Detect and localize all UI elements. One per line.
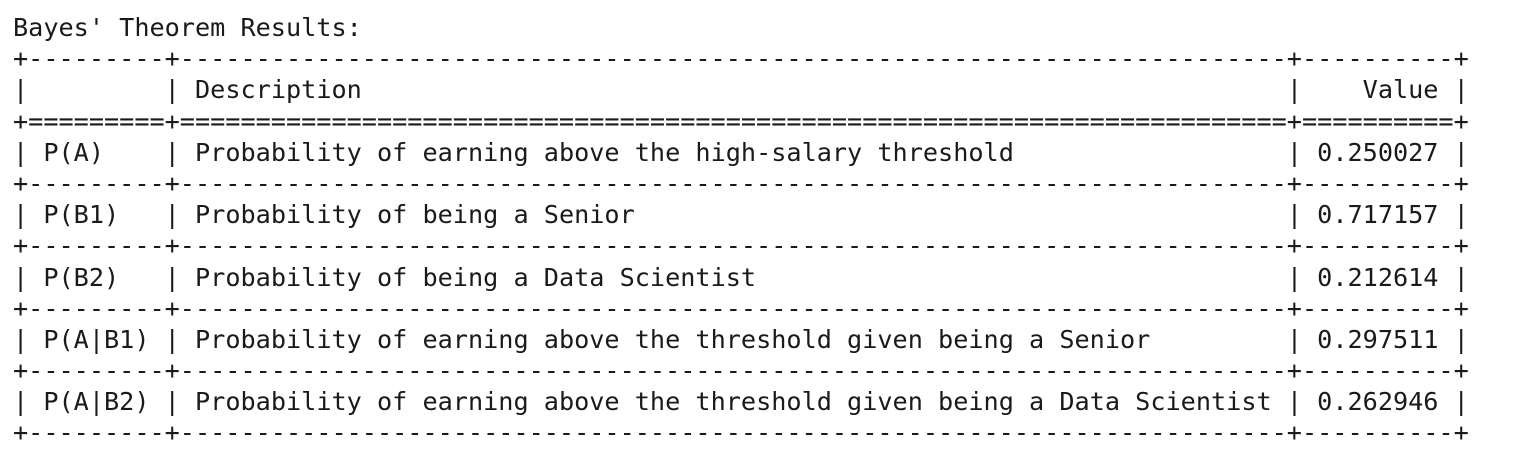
cell-value: 0.297511 (1317, 324, 1439, 354)
cell-value: 0.717157 (1317, 200, 1439, 230)
table-row: | P(B1) | Probability of being a Senior … (13, 200, 1469, 230)
table-header-row: | | Description | Value | (13, 75, 1469, 105)
cell-description: Probability of earning above the thresho… (195, 387, 1272, 417)
table-border: +---------+-----------------------------… (13, 418, 1469, 448)
cell-description: Probability of being a Data Scientist (195, 262, 1272, 292)
cell-description: Probability of earning above the thresho… (195, 324, 1272, 354)
output-heading: Bayes' Theorem Results: (13, 13, 362, 42)
table-border: +---------+-----------------------------… (13, 44, 1469, 74)
cell-symbol: P(B2) (43, 262, 150, 292)
cell-symbol: P(B1) (43, 200, 150, 230)
cell-value: 0.262946 (1317, 387, 1439, 417)
table-border: +---------+-----------------------------… (13, 231, 1469, 261)
console-output: Bayes' Theorem Results: +---------+-----… (13, 12, 1469, 449)
table-border: +---------+-----------------------------… (13, 356, 1469, 386)
table-border: +---------+-----------------------------… (13, 293, 1469, 323)
cell-symbol: P(A) (43, 137, 150, 167)
cell-value: Value (1317, 75, 1439, 105)
table-row: | P(A|B1) | Probability of earning above… (13, 324, 1469, 354)
cell-value: 0.250027 (1317, 137, 1439, 167)
table-row: | P(B2) | Probability of being a Data Sc… (13, 262, 1469, 292)
cell-symbol: P(A|B2) (43, 387, 150, 417)
cell-description: Probability of earning above the high-sa… (195, 137, 1272, 167)
table-border: +---------+-----------------------------… (13, 168, 1469, 198)
table-header-separator: +=========+=============================… (13, 106, 1469, 136)
cell-description: Description (195, 75, 1272, 105)
cell-symbol (43, 75, 149, 104)
cell-description: Probability of being a Senior (195, 200, 1272, 230)
table-row: | P(A|B2) | Probability of earning above… (13, 387, 1469, 417)
results-table: +---------+-----------------------------… (13, 43, 1469, 448)
cell-value: 0.212614 (1317, 262, 1439, 292)
cell-symbol: P(A|B1) (43, 324, 150, 354)
table-row: | P(A) | Probability of earning above th… (13, 137, 1469, 167)
